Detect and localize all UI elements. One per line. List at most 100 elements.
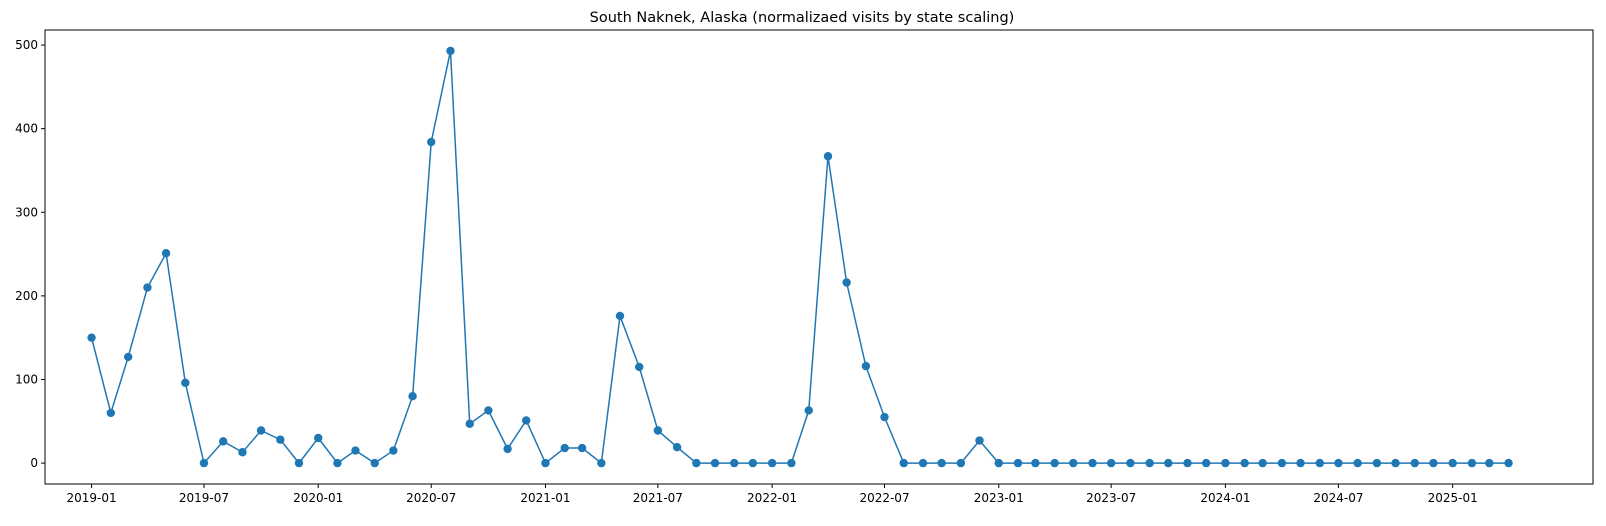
data-point [1201, 458, 1211, 468]
data-point [730, 458, 739, 468]
data-point [219, 437, 228, 446]
data-point [541, 458, 550, 468]
series-layer [87, 46, 1513, 468]
y-axis: 0 100 200 300 400 500 [15, 38, 45, 470]
x-tick-label: 2025-01 [1428, 491, 1478, 505]
series-line [90, 50, 1509, 465]
data-point [1429, 458, 1438, 468]
x-tick-label: 2020-07 [406, 491, 456, 505]
data-point [199, 458, 209, 468]
data-point [124, 352, 133, 362]
y-tick-label: 200 [15, 289, 38, 303]
y-tick-label: 400 [15, 122, 38, 136]
x-tick-label: 2022-07 [859, 491, 909, 505]
data-point [918, 458, 928, 468]
data-point [804, 406, 813, 415]
data-point [597, 458, 606, 468]
data-point [1258, 458, 1267, 468]
y-tick-label: 0 [30, 456, 38, 470]
x-tick-label: 2022-01 [747, 491, 797, 505]
data-point [937, 458, 946, 468]
data-point [899, 458, 908, 468]
data-point [370, 458, 379, 468]
data-point [181, 378, 190, 388]
data-point [1126, 458, 1135, 468]
data-point [1448, 458, 1457, 468]
data-point [635, 362, 644, 372]
x-tick-label: 2023-01 [974, 491, 1024, 505]
x-tick-label: 2019-07 [179, 491, 229, 505]
data-point [1013, 458, 1023, 468]
data-point [1296, 458, 1305, 468]
x-tick-label: 2021-07 [633, 491, 683, 505]
data-point [408, 392, 417, 401]
data-point [389, 446, 398, 455]
data-point [484, 406, 493, 415]
data-point [1050, 458, 1059, 468]
data-point [1485, 458, 1494, 468]
data-point [692, 458, 701, 468]
data-point [256, 426, 266, 435]
data-point [710, 458, 720, 468]
x-tick-label: 2024-07 [1313, 491, 1363, 505]
data-point [975, 436, 984, 445]
y-tick-label: 500 [15, 38, 38, 52]
data-point [748, 458, 758, 468]
data-point [1504, 458, 1513, 468]
data-point [615, 311, 625, 321]
data-point [1106, 458, 1116, 468]
data-point [1391, 458, 1400, 468]
y-tick-label: 300 [15, 205, 38, 219]
data-point [1221, 458, 1230, 468]
data-point [1277, 458, 1287, 468]
data-point [106, 408, 116, 418]
data-point [1240, 458, 1249, 468]
data-point [653, 426, 663, 435]
chart-title: South Naknek, Alaska (normalizaed visits… [590, 10, 1015, 26]
data-point [87, 333, 96, 342]
data-point [161, 249, 171, 258]
data-point [1031, 458, 1040, 468]
data-point [1334, 458, 1343, 468]
data-point [672, 443, 682, 452]
data-point [351, 446, 360, 455]
data-point [238, 448, 247, 457]
data-point [1353, 458, 1362, 468]
data-point [1069, 458, 1078, 468]
data-point [427, 137, 436, 147]
data-point [1183, 458, 1192, 468]
data-point [1145, 458, 1154, 468]
x-tick-label: 2020-01 [293, 491, 343, 505]
data-point [314, 433, 323, 443]
x-tick-label: 2019-01 [67, 491, 117, 505]
data-point [767, 458, 777, 468]
x-tick-label: 2023-07 [1086, 491, 1136, 505]
data-point [842, 278, 851, 287]
data-point [560, 443, 569, 453]
data-point [880, 412, 889, 422]
data-point [333, 458, 342, 468]
data-point [465, 419, 474, 428]
data-point [1088, 458, 1097, 468]
data-point [446, 46, 455, 56]
data-point [1372, 458, 1382, 468]
data-point [143, 283, 152, 292]
data-point [276, 435, 285, 444]
x-axis: 2019-01 2019-07 2020-01 2020-07 2021-01 2021-… [67, 484, 1478, 505]
data-point [1410, 458, 1419, 468]
x-tick-label: 2021-01 [520, 491, 570, 505]
data-point [1315, 458, 1324, 468]
data-point [503, 444, 512, 454]
data-point [294, 458, 304, 468]
y-tick-label: 100 [15, 372, 38, 386]
data-point [956, 458, 966, 468]
data-point [861, 361, 871, 371]
data-point [1164, 458, 1173, 468]
data-point [994, 458, 1003, 468]
data-point [577, 443, 587, 453]
plot-area [44, 29, 1594, 485]
data-point [823, 152, 833, 161]
data-point [1467, 458, 1477, 468]
x-tick-label: 2024-01 [1200, 491, 1250, 505]
